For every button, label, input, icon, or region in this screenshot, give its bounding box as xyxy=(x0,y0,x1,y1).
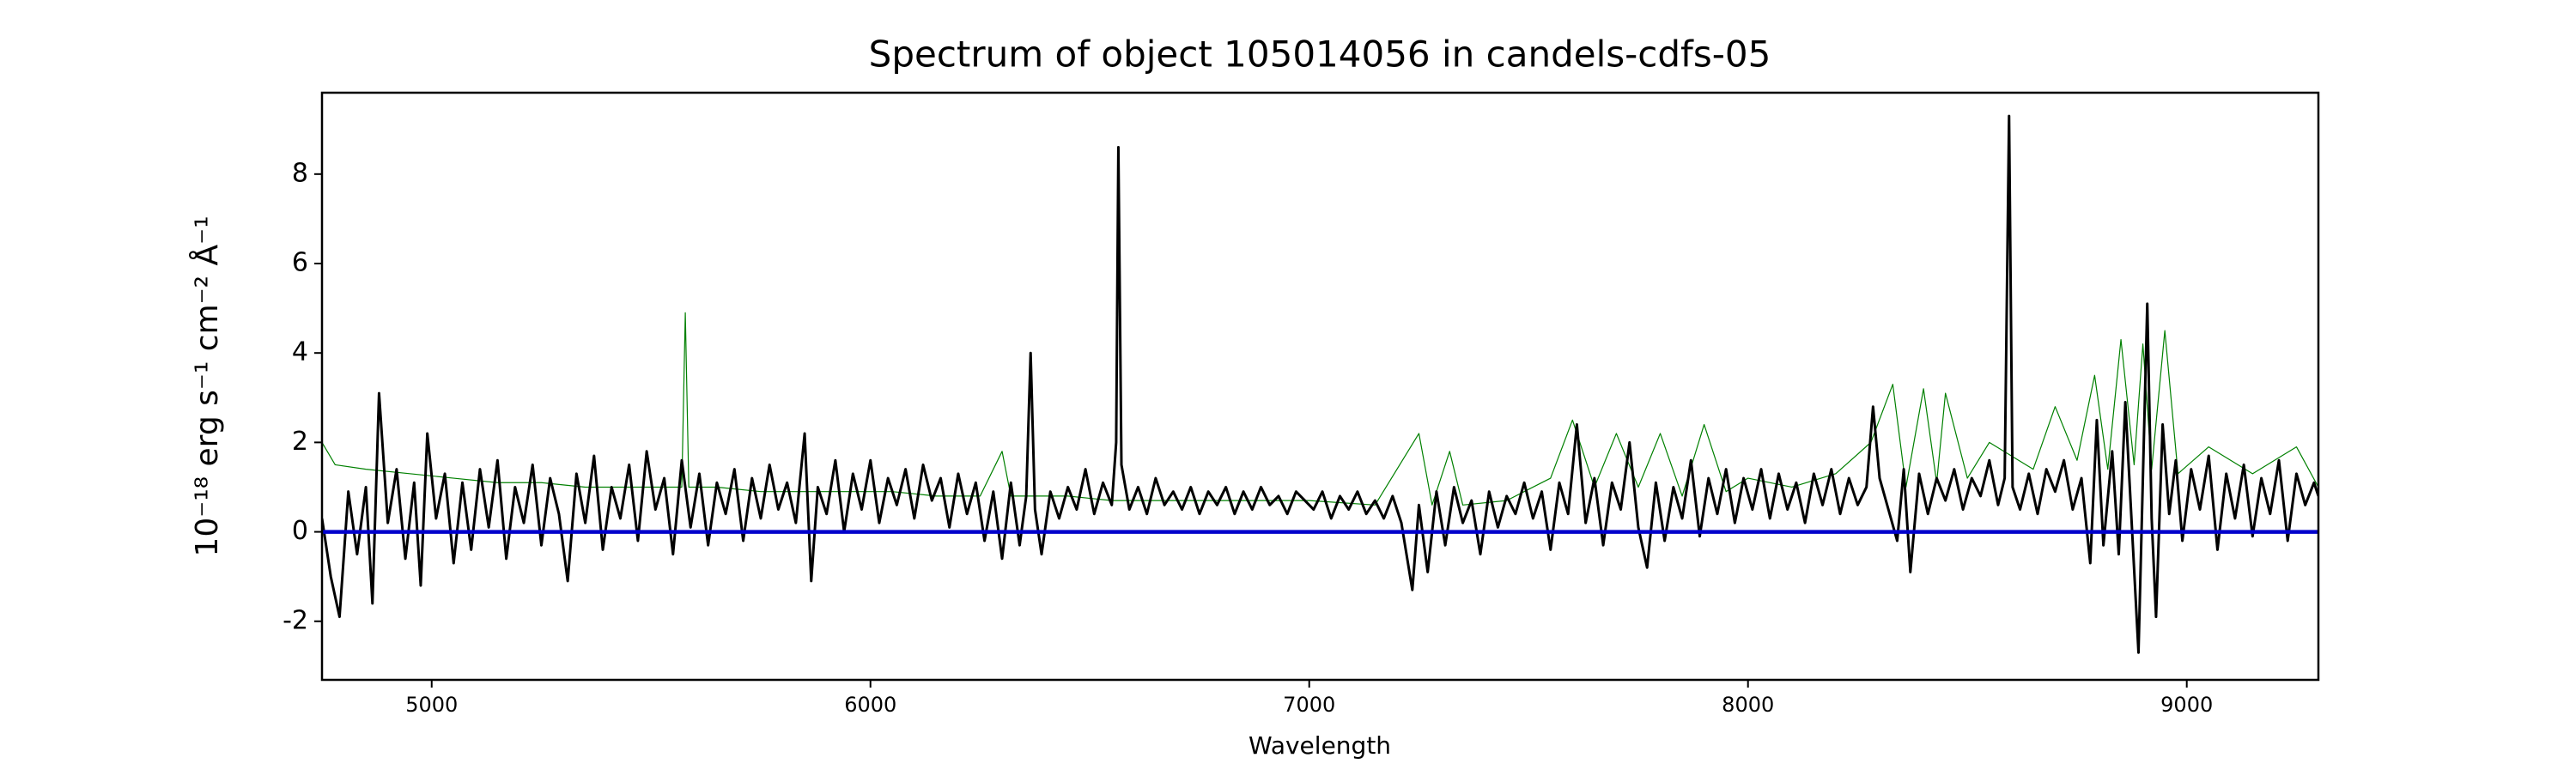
y-tick-label: 8 xyxy=(292,158,308,188)
spectrum-line xyxy=(322,114,2318,654)
x-tick-label: 7000 xyxy=(1283,693,1335,717)
y-tick-label: 6 xyxy=(292,248,308,278)
x-tick-label: 5000 xyxy=(405,693,458,717)
y-tick-label: 0 xyxy=(292,516,308,546)
chart-title: Spectrum of object 105014056 in candels-… xyxy=(869,33,1771,76)
y-tick-label: 2 xyxy=(292,427,308,457)
plot-frame xyxy=(320,91,2320,682)
x-axis-label: Wavelength xyxy=(1249,731,1391,760)
y-tick-label: -2 xyxy=(283,605,308,635)
spectrum-line xyxy=(322,312,2318,506)
y-axis-label: 10⁻¹⁸ erg s⁻¹ cm⁻² Å⁻¹ xyxy=(188,215,225,556)
x-tick-label: 9000 xyxy=(2160,693,2213,717)
y-tick-label: 4 xyxy=(292,337,308,367)
x-tick-label: 6000 xyxy=(844,693,896,717)
x-tick-label: 8000 xyxy=(1722,693,1774,717)
plot-area xyxy=(322,114,2318,654)
